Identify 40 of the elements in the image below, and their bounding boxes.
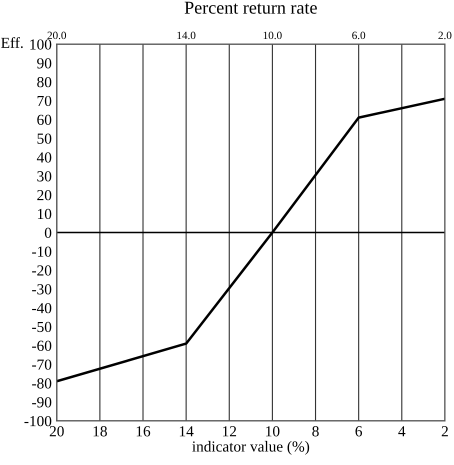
y-tick-label: -60 <box>32 340 52 351</box>
y-tick-label: -40 <box>32 302 52 314</box>
y-tick-label: 40 <box>36 152 52 163</box>
x2-tick-label: 2.0 <box>438 32 452 40</box>
y-tick-label: -100 <box>24 416 52 426</box>
x-tick-label: 8 <box>312 426 319 436</box>
y-axis-title: Eff. <box>1 37 23 48</box>
x-axis-title: indicator value (%) <box>192 440 310 455</box>
y-tick-label: 50 <box>38 133 52 144</box>
line-series <box>56 98 445 383</box>
x-tick-label: 18 <box>94 426 107 436</box>
y-tick-label: 30 <box>37 171 52 182</box>
x2-tick-label: 10.0 <box>264 32 282 40</box>
y-tick-label: -50 <box>32 322 52 332</box>
y-tick-label: 10 <box>38 208 52 220</box>
x-tick-label: 2 <box>442 426 448 436</box>
x-tick-label: 16 <box>136 426 150 436</box>
x2-tick-label: 20.0 <box>48 32 66 40</box>
y-tick-label: 0 <box>44 228 52 238</box>
y-tick-label: -30 <box>32 284 52 294</box>
chart-title: Percent return rate <box>184 2 317 14</box>
y-tick-label: 100 <box>30 39 52 50</box>
y-tick-label: 90 <box>37 58 52 68</box>
y-tick-label: -10 <box>32 246 52 257</box>
x-tick-label: 6 <box>355 426 362 436</box>
x-tick-label: 20 <box>50 426 64 436</box>
y-tick-label: 70 <box>38 96 52 106</box>
x-tick-label: 14 <box>180 426 194 436</box>
y-tick-label: -20 <box>32 265 52 276</box>
y-tick-label: -70 <box>32 359 52 370</box>
y-tick-label: 20 <box>37 190 52 200</box>
x2-tick-label: 6.0 <box>352 32 366 40</box>
y-tick-label: 60 <box>37 114 52 125</box>
x2-tick-label: 14.0 <box>177 32 196 40</box>
x-tick-label: 4 <box>398 426 406 436</box>
y-tick-label: 80 <box>37 76 52 88</box>
x-tick-label: 12 <box>222 426 236 436</box>
x-tick-label: 10 <box>266 426 280 436</box>
y-tick-label: -80 <box>32 378 52 389</box>
y-tick-label: -90 <box>32 397 52 408</box>
